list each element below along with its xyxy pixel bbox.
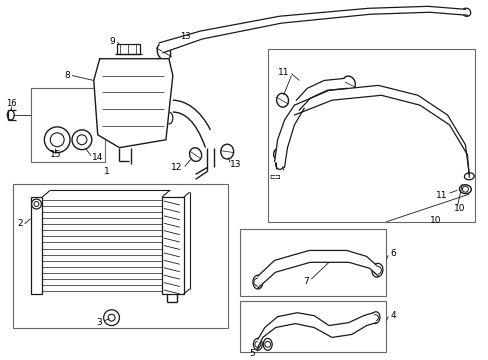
Text: 12: 12 xyxy=(171,163,183,172)
Polygon shape xyxy=(256,313,376,349)
Text: 10: 10 xyxy=(453,204,465,213)
Polygon shape xyxy=(94,59,172,148)
Text: 5: 5 xyxy=(248,349,254,358)
Bar xyxy=(240,301,386,352)
Text: 2: 2 xyxy=(17,219,22,228)
Bar xyxy=(116,44,140,54)
Polygon shape xyxy=(159,6,467,53)
Text: 6: 6 xyxy=(389,249,395,258)
Text: 13: 13 xyxy=(180,32,191,41)
Text: 3: 3 xyxy=(96,318,102,327)
Text: 11: 11 xyxy=(435,190,447,199)
Text: 15: 15 xyxy=(49,150,61,159)
Bar xyxy=(30,88,104,162)
Polygon shape xyxy=(296,78,346,110)
Polygon shape xyxy=(257,251,378,288)
Text: 10: 10 xyxy=(429,216,440,225)
Bar xyxy=(162,197,183,294)
Bar xyxy=(30,197,42,294)
Text: 13: 13 xyxy=(230,160,241,169)
Bar xyxy=(240,229,386,296)
Text: 16: 16 xyxy=(6,99,17,108)
Text: 1: 1 xyxy=(103,167,109,176)
Bar xyxy=(267,49,474,222)
Text: 8: 8 xyxy=(64,71,70,80)
Text: ⊏⊐: ⊏⊐ xyxy=(268,174,280,180)
Bar xyxy=(13,184,228,328)
Polygon shape xyxy=(294,85,468,177)
Text: 7: 7 xyxy=(303,276,308,285)
Text: 4: 4 xyxy=(389,311,395,320)
Text: 11: 11 xyxy=(277,68,289,77)
Text: 14: 14 xyxy=(92,153,103,162)
Text: 9: 9 xyxy=(109,37,115,46)
Polygon shape xyxy=(274,105,304,167)
